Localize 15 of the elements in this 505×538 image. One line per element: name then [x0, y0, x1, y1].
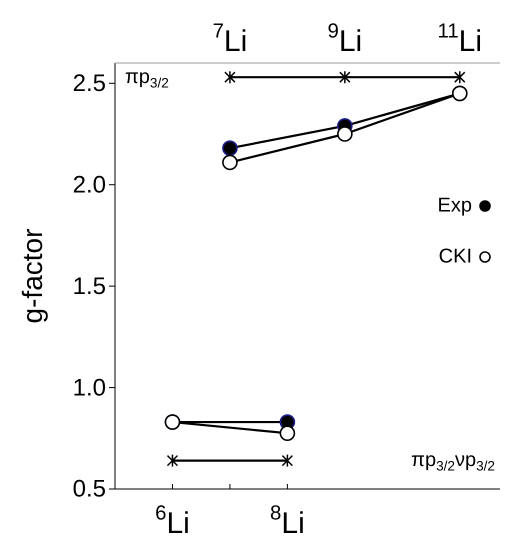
y-tick-label: 0.5 — [72, 476, 106, 503]
annotation: πp$_{3/2}$νp$_{3/2}$ — [411, 449, 495, 474]
y-tick-label: 1.0 — [72, 374, 106, 402]
legend-label: Exp — [438, 194, 472, 216]
y-axis-title: g-factor — [17, 228, 48, 324]
x2-tick-label: $^{7}$Li — [212, 20, 248, 58]
y-tick-label: 2.5 — [72, 70, 106, 97]
annotation: πp$_{3/2}$ — [125, 66, 169, 90]
x-tick-label: $^{6}$Li — [155, 502, 190, 538]
x-tick-label: $^{8}$Li — [270, 502, 305, 538]
x2-tick-label: $^{9}$Li — [328, 20, 362, 58]
y-tick-label: 1.5 — [72, 272, 106, 300]
x2-tick-label: $^{11}$Li — [438, 20, 482, 58]
legend-label: CKI — [438, 245, 472, 268]
y-tick-label: 2.0 — [72, 171, 106, 198]
